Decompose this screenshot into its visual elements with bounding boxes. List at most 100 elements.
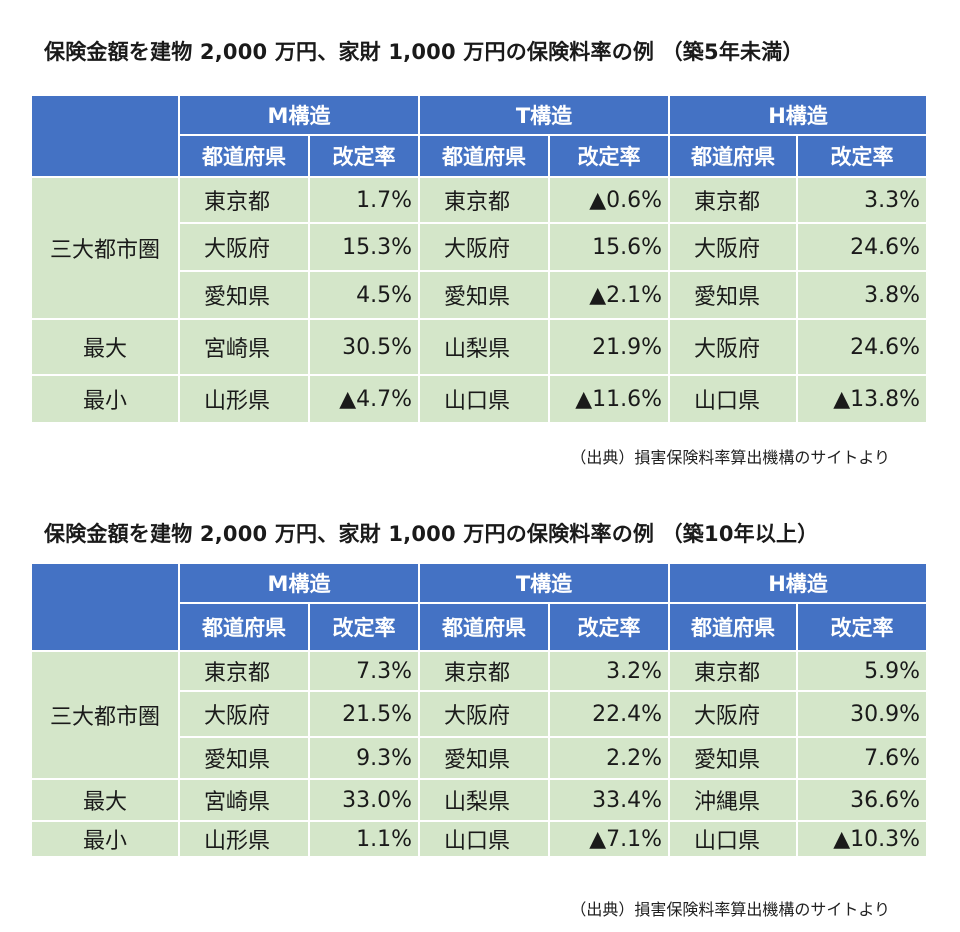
header-corner [30, 562, 180, 652]
structure-header: T構造 [417, 562, 671, 604]
rate-cell: ▲4.7% [308, 374, 420, 424]
prefecture-cell: 宮崎県 [178, 778, 310, 822]
structure-header: H構造 [668, 562, 929, 604]
rate-cell: ▲0.6% [547, 176, 671, 224]
table-row: 最小 山形県 1.1% 山口県 ▲7.1% 山口県 ▲10.3% [30, 820, 929, 858]
rate-cell: 36.6% [796, 778, 929, 822]
category-cell: 最小 [30, 374, 180, 424]
header-corner [30, 94, 180, 178]
table-row: 大阪府 21.5% 大阪府 22.4% 大阪府 30.9% [31, 690, 929, 738]
table-row: 三大都市圏 東京都 7.3% 東京都 3.2% 東京都 5.9% [30, 650, 929, 780]
prefecture-cell: 山口県 [668, 820, 799, 858]
rate-table-over-10-years: M構造 T構造 H構造 都道府県 改定率 都道府県 改定率 都道府県 改定率 三… [30, 562, 929, 858]
rate-cell: 5.9% [796, 650, 929, 692]
prefecture-cell: 東京都 [668, 650, 799, 692]
column-header-rate: 改定率 [796, 134, 929, 178]
prefecture-cell: 山口県 [418, 820, 550, 858]
rate-cell: 15.6% [547, 222, 671, 272]
rate-cell: 1.7% [308, 176, 420, 224]
table-row: 愛知県 9.3% 愛知県 2.2% 愛知県 7.6% [31, 736, 929, 780]
rate-cell: 22.4% [547, 690, 671, 738]
source-note: （出典）損害保険料率算出機構のサイトより [570, 448, 890, 467]
rate-cell: ▲11.6% [547, 374, 671, 424]
category-cell: 三大都市圏 [30, 650, 180, 780]
column-header-rate: 改定率 [547, 602, 671, 652]
prefecture-cell: 東京都 [178, 176, 310, 224]
structure-header: H構造 [668, 94, 929, 136]
rate-cell: 7.6% [796, 736, 929, 780]
column-header-rate: 改定率 [308, 602, 420, 652]
prefecture-cell: 山口県 [668, 374, 799, 424]
rate-cell: 30.9% [796, 690, 929, 738]
prefecture-cell: 宮崎県 [178, 318, 310, 376]
structure-header: M構造 [178, 562, 420, 604]
rate-cell: 1.1% [308, 820, 420, 858]
column-header-rate: 改定率 [547, 134, 671, 178]
table-title-over-10-years: 保険金額を建物 2,000 万円、家財 1,000 万円の保険料率の例 （築10… [44, 522, 819, 546]
rate-cell: 21.9% [547, 318, 671, 376]
rate-cell: 33.0% [308, 778, 420, 822]
prefecture-cell: 愛知県 [668, 736, 799, 780]
rate-cell: ▲13.8% [796, 374, 929, 424]
column-header-rate: 改定率 [308, 134, 420, 178]
prefecture-cell: 山梨県 [418, 318, 550, 376]
prefecture-cell: 愛知県 [668, 270, 799, 320]
rate-cell: 24.6% [796, 318, 929, 376]
prefecture-cell: 山梨県 [418, 778, 550, 822]
prefecture-cell: 大阪府 [418, 690, 550, 738]
rate-cell: 3.3% [796, 176, 929, 224]
rate-cell: ▲2.1% [547, 270, 671, 320]
prefecture-cell: 山形県 [178, 820, 310, 858]
prefecture-cell: 愛知県 [178, 270, 310, 320]
rate-cell: 9.3% [308, 736, 420, 780]
table-row: 最大 宮崎県 30.5% 山梨県 21.9% 大阪府 24.6% [30, 318, 929, 376]
column-header-prefecture: 都道府県 [418, 602, 550, 652]
table-row: 三大都市圏 東京都 1.7% 東京都 ▲0.6% 東京都 3.3% [30, 176, 929, 320]
structure-header: M構造 [178, 94, 420, 136]
rate-cell: 21.5% [308, 690, 420, 738]
prefecture-cell: 東京都 [418, 176, 550, 224]
column-header-prefecture: 都道府県 [418, 134, 550, 178]
prefecture-cell: 大阪府 [668, 222, 799, 272]
prefecture-cell: 愛知県 [178, 736, 310, 780]
rate-cell: 2.2% [547, 736, 671, 780]
prefecture-cell: 愛知県 [418, 270, 550, 320]
category-cell: 最大 [30, 778, 180, 822]
column-header-prefecture: 都道府県 [178, 602, 310, 652]
table-title-under-5-years: 保険金額を建物 2,000 万円、家財 1,000 万円の保険料率の例 （築5年… [44, 40, 804, 64]
rate-cell: 3.8% [796, 270, 929, 320]
table-row: 愛知県 4.5% 愛知県 ▲2.1% 愛知県 3.8% [31, 270, 929, 320]
rate-cell: 3.2% [547, 650, 671, 692]
structure-header: T構造 [417, 94, 671, 136]
rate-cell: ▲7.1% [547, 820, 671, 858]
prefecture-cell: 愛知県 [418, 736, 550, 780]
rate-table-under-5-years: M構造 T構造 H構造 都道府県 改定率 都道府県 改定率 都道府県 改定率 三… [30, 94, 929, 424]
table-row: 大阪府 15.3% 大阪府 15.6% 大阪府 24.6% [31, 222, 929, 272]
rate-cell: 33.4% [547, 778, 671, 822]
category-cell: 最大 [30, 318, 180, 376]
source-note: （出典）損害保険料率算出機構のサイトより [570, 900, 890, 919]
rate-cell: 7.3% [308, 650, 420, 692]
prefecture-cell: 大阪府 [178, 222, 310, 272]
prefecture-cell: 東京都 [418, 650, 550, 692]
column-header-rate: 改定率 [796, 602, 929, 652]
rate-cell: 30.5% [308, 318, 420, 376]
rate-cell: 15.3% [308, 222, 420, 272]
rate-cell: ▲10.3% [796, 820, 929, 858]
prefecture-cell: 大阪府 [418, 222, 550, 272]
table-row: 最大 宮崎県 33.0% 山梨県 33.4% 沖縄県 36.6% [30, 778, 929, 822]
prefecture-cell: 大阪府 [668, 318, 799, 376]
category-cell: 三大都市圏 [30, 176, 180, 320]
prefecture-cell: 大阪府 [178, 690, 310, 738]
column-header-prefecture: 都道府県 [668, 134, 799, 178]
rate-cell: 24.6% [796, 222, 929, 272]
rate-cell: 4.5% [308, 270, 420, 320]
prefecture-cell: 山形県 [178, 374, 310, 424]
prefecture-cell: 東京都 [178, 650, 310, 692]
column-header-prefecture: 都道府県 [178, 134, 310, 178]
table-row: 最小 山形県 ▲4.7% 山口県 ▲11.6% 山口県 ▲13.8% [30, 374, 929, 424]
prefecture-cell: 沖縄県 [668, 778, 799, 822]
prefecture-cell: 東京都 [668, 176, 799, 224]
prefecture-cell: 大阪府 [668, 690, 799, 738]
column-header-prefecture: 都道府県 [668, 602, 799, 652]
